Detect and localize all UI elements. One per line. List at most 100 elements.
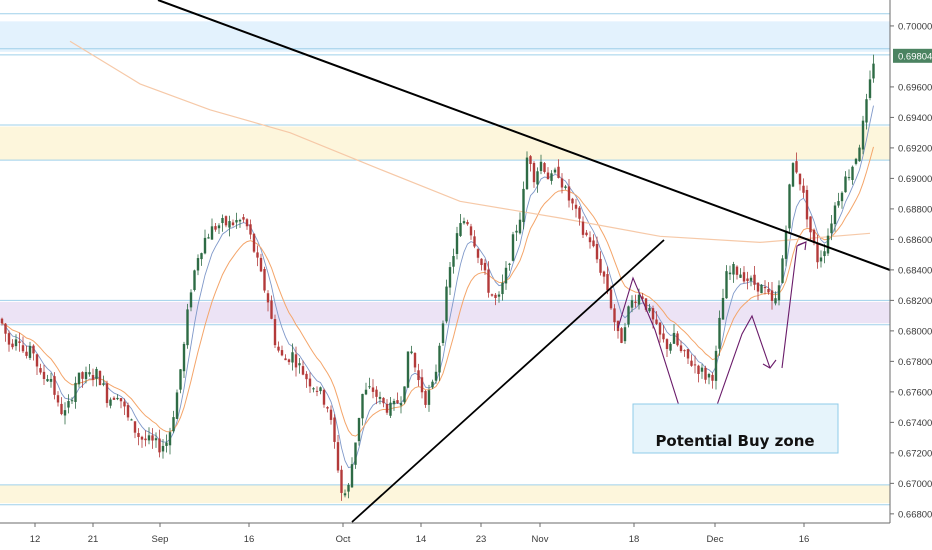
candle-body [627,306,630,325]
candle-body [270,300,273,319]
price-tick-label: 0.69400 [898,113,932,124]
candle-body [322,389,326,405]
candle-body [294,354,298,368]
candle-body [382,397,385,404]
zone-band [0,484,890,504]
candle-body [725,271,728,299]
candle-body [525,157,529,190]
candle-body [245,219,249,227]
candle-body [434,371,438,381]
candle-body [760,284,763,294]
candle-body [95,368,98,379]
candle-body [728,272,732,275]
candle-body [284,358,287,361]
candle-body [305,373,308,380]
candle-body [84,372,88,380]
candle-body [518,219,522,234]
zone-band [0,301,890,324]
candle-body [102,383,105,385]
candle-body [21,345,25,352]
candle-body [263,269,266,291]
candle-body [340,469,343,493]
candle-body [431,381,434,388]
candle-body [756,282,760,292]
trendlines-layer [157,0,891,523]
candle-body [679,345,683,352]
ema-fast-line [1,105,874,469]
candle-body [277,346,280,351]
candle-body [266,293,270,303]
current-price-badge [893,48,932,63]
projection-arrows-layer [617,241,807,429]
candle-body [119,398,123,402]
candle-body [830,223,833,234]
candle-body [788,184,791,229]
candle-body [256,252,259,258]
candle-body [599,258,602,273]
price-tick-label: 0.70000 [898,21,932,32]
candle-body [77,372,81,385]
candle-body [193,270,196,291]
candle-body [168,432,172,446]
candle-body [686,349,690,359]
candle-body [399,403,403,406]
candle-body [123,401,126,407]
candle-body [259,257,263,272]
candle-body [133,421,137,433]
buy-zone-label: Potential Buy zone [655,432,814,450]
candle-body [354,442,357,465]
candle-body [4,323,7,334]
candle-body [669,343,672,351]
level-lines-layer [0,13,890,506]
candle-body [203,237,207,254]
candle-body [700,367,704,372]
descending-trendline [157,0,891,271]
candle-body [147,435,151,441]
projection-path [617,276,687,429]
date-tick-label: 16 [244,534,255,545]
candle-body [637,294,641,305]
candle-body [865,99,868,123]
candle-body [28,345,32,358]
candle-body [224,216,228,226]
price-tick-label: 0.69600 [898,82,932,93]
candle-body [837,201,840,206]
candle-body [602,271,606,277]
candle-body [368,386,371,388]
candle-body [11,343,14,348]
date-tick-label: 14 [416,534,427,545]
ma-long-line [69,40,871,244]
candle-body [529,156,532,165]
candle-body [592,240,595,247]
candle-body [812,229,816,244]
candle-body [466,221,469,225]
price-tick-label: 0.69200 [898,143,932,154]
candle-body [714,350,718,381]
ascending-trendline [351,239,665,523]
candle-body [805,189,809,220]
date-tick-label: Nov [532,534,549,545]
candle-body [221,217,224,224]
candle-body [816,242,819,263]
date-tick-label: 23 [476,534,487,545]
candle-body [319,387,322,392]
candle-body [672,332,676,344]
candle-body [809,216,812,233]
candle-body [522,188,525,223]
date-tick-label: Oct [336,534,351,545]
candle-body [644,298,648,310]
candle-body [231,222,235,226]
candle-body [445,286,448,322]
candle-body [536,171,539,185]
candle-body [18,341,21,343]
candle-body [455,233,459,254]
candle-body [497,294,501,297]
price-tick-label: 0.67400 [898,418,932,429]
candle-body [735,266,739,275]
candle-body [396,400,399,404]
candle-body [609,289,613,309]
candle-body [175,392,179,419]
